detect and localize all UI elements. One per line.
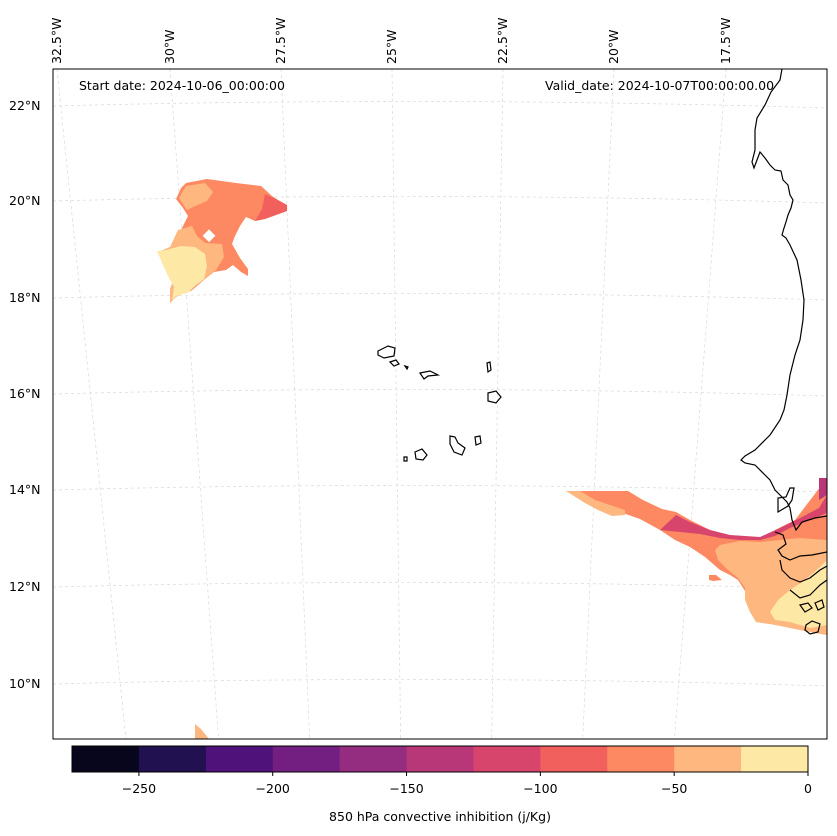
colorbar-tick-label: −50 [660,781,688,796]
colorbar-segment [741,746,809,772]
colorbar-segment [473,746,541,772]
parallel-gridline [53,679,827,687]
meridian-gridline [674,69,727,739]
map-frame [52,68,828,740]
colorbar-segment [138,746,207,772]
colorbar-segment [272,746,341,772]
colorbar-segment [674,746,742,772]
coastline-africa [740,69,827,532]
fill-bottom-sliver [195,724,209,739]
colorbar-frame [71,745,809,773]
longitude-label: 17.5°W [718,17,733,64]
colorbar-label: 850 hPa convective inhibition (j/Kg) [329,809,551,824]
meridian-gridline [169,69,219,739]
coastlines [377,69,827,635]
longitude-label: 25°W [384,29,399,64]
parallel-gridline [53,389,827,397]
fill-se-dark [660,495,827,540]
fill-se-purple [819,478,827,500]
longitude-label: 27.5°W [273,17,288,64]
parallel-gridline [53,293,827,301]
meridian-gridline [582,69,615,739]
fill-se-lightest [770,560,827,628]
colorbar-tick-label: −250 [121,781,157,796]
meridian-gridline [280,69,310,739]
latitude-label: 10°N [9,676,41,691]
latitude-label: 14°N [9,482,41,497]
coastline-bijagos [798,599,825,635]
island-santo-antao [377,345,396,359]
coastline-gambia [777,487,795,514]
latitude-label: 20°N [9,193,41,208]
coastline-guinea-bissau [779,559,827,599]
colorbar-tick-label: −150 [389,781,424,796]
latitude-label: 22°N [9,98,41,113]
colorbar-tick-label: 0 [804,781,812,796]
cin-fills [157,179,827,739]
colorbar-segment [607,746,675,772]
start-date-annotation: Start date: 2024-10-06_00:00:00 [79,78,285,93]
fill-se-small [709,575,722,581]
island-santa-luzia [403,364,409,371]
meridian-gridline [491,69,504,739]
colorbar-segment [540,746,608,772]
parallel-gridline [53,582,827,590]
island-sao-nicolau [419,370,441,380]
fill-nw-lightest [157,246,207,300]
longitude-label: 32.5°W [49,17,64,64]
island-boa-vista [487,390,502,404]
parallel-gridline [53,196,827,204]
island-santiago [449,435,466,456]
parallel-gridline [53,101,827,109]
colorbar-tick-label: −200 [255,781,290,796]
island-brava [403,456,408,462]
colorbar-segment [339,746,408,772]
island-sao-vicente [388,359,400,367]
meridian-gridline [56,69,127,739]
island-maio [474,435,482,446]
latitude-label: 18°N [9,290,41,305]
fill-nw-red [255,194,287,221]
longitude-label: 22.5°W [495,17,510,64]
latitude-label: 12°N [9,579,41,594]
valid-date-annotation: Valid_date: 2024-10-07T00:00:00.00 [545,78,775,93]
coastline-senegal-south [774,531,827,561]
latitude-label: 16°N [9,386,41,401]
fill-se-light [566,491,827,635]
colorbar [71,745,809,776]
gridlines [53,69,827,739]
island-sal [486,361,492,374]
meridian-gridline [391,69,401,739]
colorbar-segment [406,746,474,772]
colorbar-segment [72,746,140,772]
map-background [53,69,827,739]
fill-nw-hole [202,229,216,243]
longitude-label: 30°W [162,29,177,64]
colorbar-tick-label: −100 [523,781,558,796]
colorbar-segment [205,746,274,772]
longitude-label: 20°W [606,29,621,64]
parallel-gridline [53,485,827,493]
island-fogo [414,448,428,461]
